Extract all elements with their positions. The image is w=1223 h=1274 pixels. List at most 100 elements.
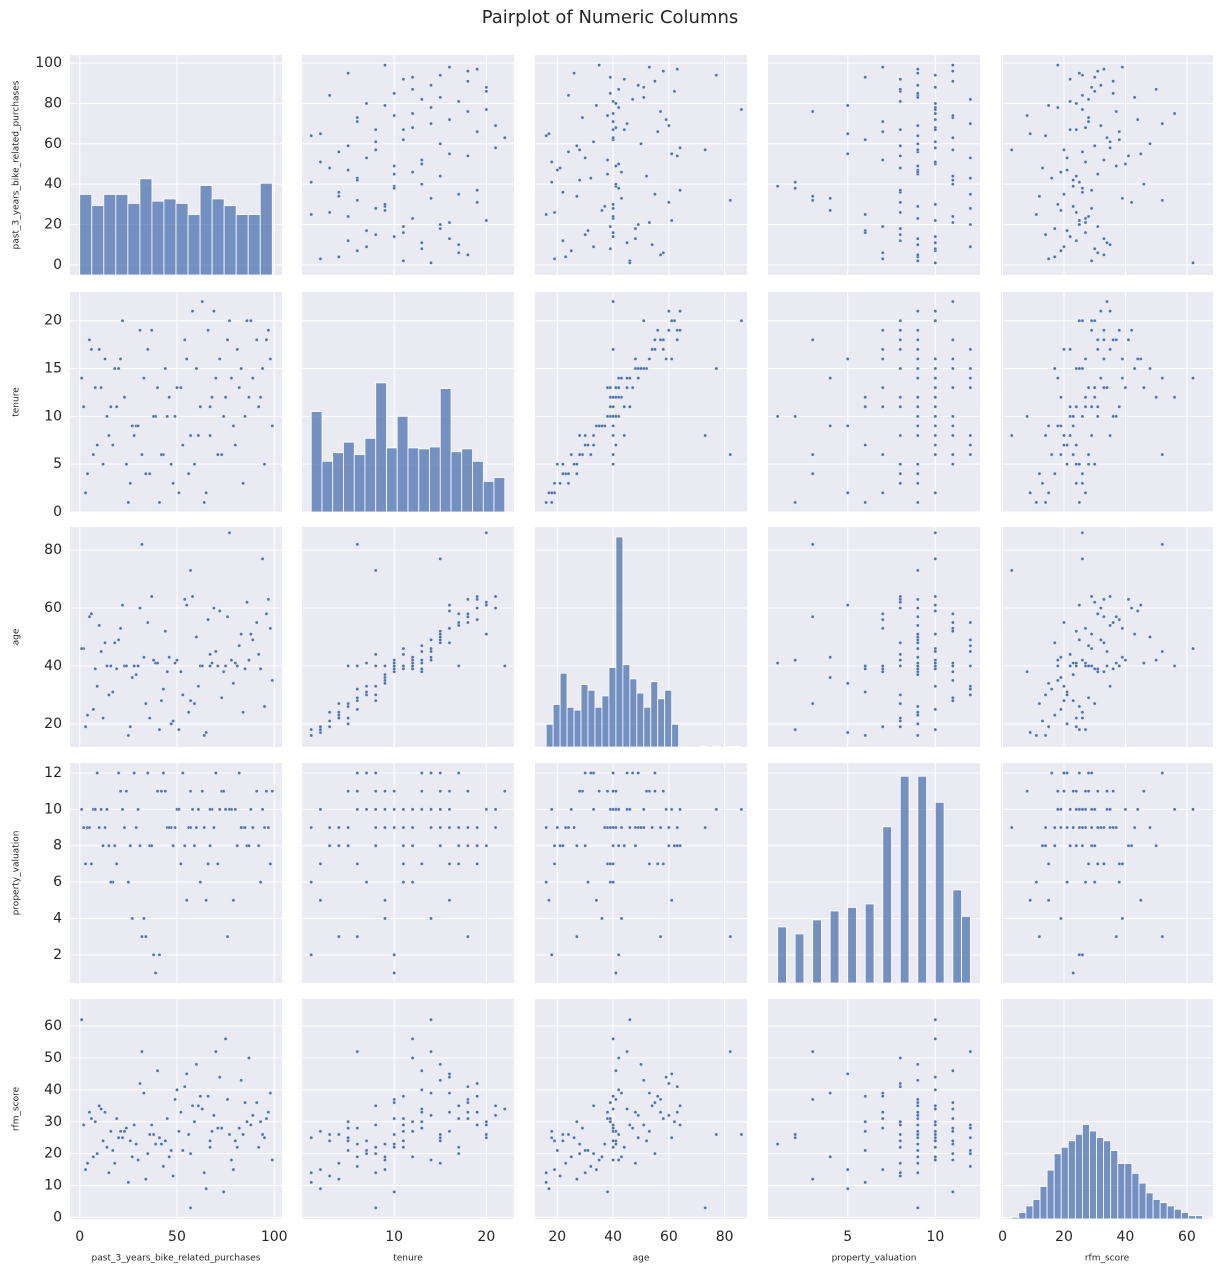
scatter-point <box>146 1151 150 1156</box>
scatter-point <box>438 635 443 639</box>
scatter-point <box>810 338 815 342</box>
scatter-point <box>549 491 554 495</box>
scatter-point <box>221 1190 226 1194</box>
scatter-point <box>863 395 867 399</box>
scatter-point <box>968 1123 973 1127</box>
scatter-point <box>1092 462 1097 466</box>
scatter-point <box>828 1155 832 1159</box>
scatter-point <box>410 216 415 221</box>
y-tick-label: 60 <box>44 600 62 616</box>
scatter-point <box>1092 395 1097 399</box>
scatter-point <box>260 366 265 371</box>
scatter-point <box>916 366 920 371</box>
scatter-point <box>149 594 154 599</box>
scatter-point <box>1074 238 1079 243</box>
scatter-point <box>845 357 850 361</box>
scatter-point <box>544 880 548 884</box>
scatter-point <box>1025 113 1029 118</box>
scatter-point <box>392 953 396 957</box>
scatter-point <box>1160 649 1165 654</box>
scatter-point <box>105 414 109 419</box>
scatter-point <box>1120 376 1125 380</box>
scatter-point <box>249 632 253 636</box>
scatter-point <box>933 452 938 457</box>
scatter-point <box>89 862 94 866</box>
scatter-point <box>456 251 461 255</box>
scatter-point <box>254 620 259 625</box>
scatter-point <box>669 1072 674 1076</box>
scatter-point <box>655 1094 660 1098</box>
scatter-point <box>881 724 885 729</box>
scatter-point <box>1160 771 1165 775</box>
scatter-point <box>410 658 415 662</box>
hist-bar <box>1173 1208 1182 1220</box>
scatter-point <box>346 168 350 172</box>
scatter-point <box>1065 690 1069 694</box>
scatter-point <box>167 395 171 399</box>
scatter-point <box>373 127 378 132</box>
scatter-point <box>173 414 177 419</box>
y-tick-label: 2 <box>53 947 62 963</box>
scatter-point <box>146 771 150 775</box>
scatter-point <box>169 462 173 466</box>
scatter-point <box>196 433 201 438</box>
scatter-point <box>355 198 360 203</box>
scatter-point <box>1111 789 1115 793</box>
scatter-point <box>466 1084 470 1089</box>
scatter-point <box>549 807 554 812</box>
scatter-point <box>95 443 99 447</box>
scatter-point <box>192 462 197 466</box>
scatter-point <box>1062 443 1066 447</box>
scatter-point <box>122 395 127 399</box>
scatter-point <box>916 462 920 466</box>
scatter-point <box>410 1056 415 1060</box>
scatter-point <box>1080 807 1085 812</box>
scatter-point <box>163 789 168 793</box>
scatter-point <box>863 138 867 142</box>
scatter-point <box>863 1129 867 1134</box>
scatter-point <box>155 789 160 793</box>
scatter-point <box>1071 184 1075 188</box>
scatter-point <box>1074 210 1079 215</box>
scatter-point <box>383 807 387 812</box>
scatter-point <box>1059 707 1063 712</box>
scatter-point <box>951 1100 955 1105</box>
scatter-point <box>1077 807 1082 812</box>
scatter-point <box>210 1129 214 1134</box>
scatter-point <box>577 148 582 152</box>
scatter-point <box>364 661 369 665</box>
scatter-point <box>206 862 210 866</box>
scatter-point <box>87 1110 92 1114</box>
scatter-point <box>237 385 241 390</box>
scatter-point <box>383 208 387 213</box>
scatter-point <box>466 614 470 619</box>
scatter-point <box>933 1104 938 1108</box>
scatter-point <box>775 184 780 188</box>
scatter-point <box>1059 825 1063 830</box>
scatter-point <box>672 89 677 94</box>
scatter-point <box>828 675 832 680</box>
panel <box>768 527 980 747</box>
scatter-point <box>898 1120 903 1124</box>
y-tick-label: 40 <box>44 658 62 674</box>
scatter-point <box>1096 251 1100 255</box>
scatter-point <box>266 597 271 602</box>
scatter-point <box>916 710 920 715</box>
scatter-point <box>633 357 638 361</box>
scatter-point <box>558 843 562 848</box>
scatter-point <box>503 664 507 668</box>
scatter-point <box>179 862 183 866</box>
scatter-point <box>475 188 479 192</box>
scatter-point <box>85 471 90 476</box>
scatter-point <box>309 733 313 738</box>
scatter-point <box>881 357 885 361</box>
scatter-point <box>1099 606 1103 610</box>
scatter-point <box>466 825 470 830</box>
scatter-point <box>401 652 406 657</box>
scatter-point <box>1062 771 1066 775</box>
scatter-point <box>429 649 433 654</box>
scatter-point <box>810 198 815 203</box>
scatter-point <box>438 638 443 642</box>
scatter-point <box>251 376 255 380</box>
hist-bar <box>461 448 473 513</box>
